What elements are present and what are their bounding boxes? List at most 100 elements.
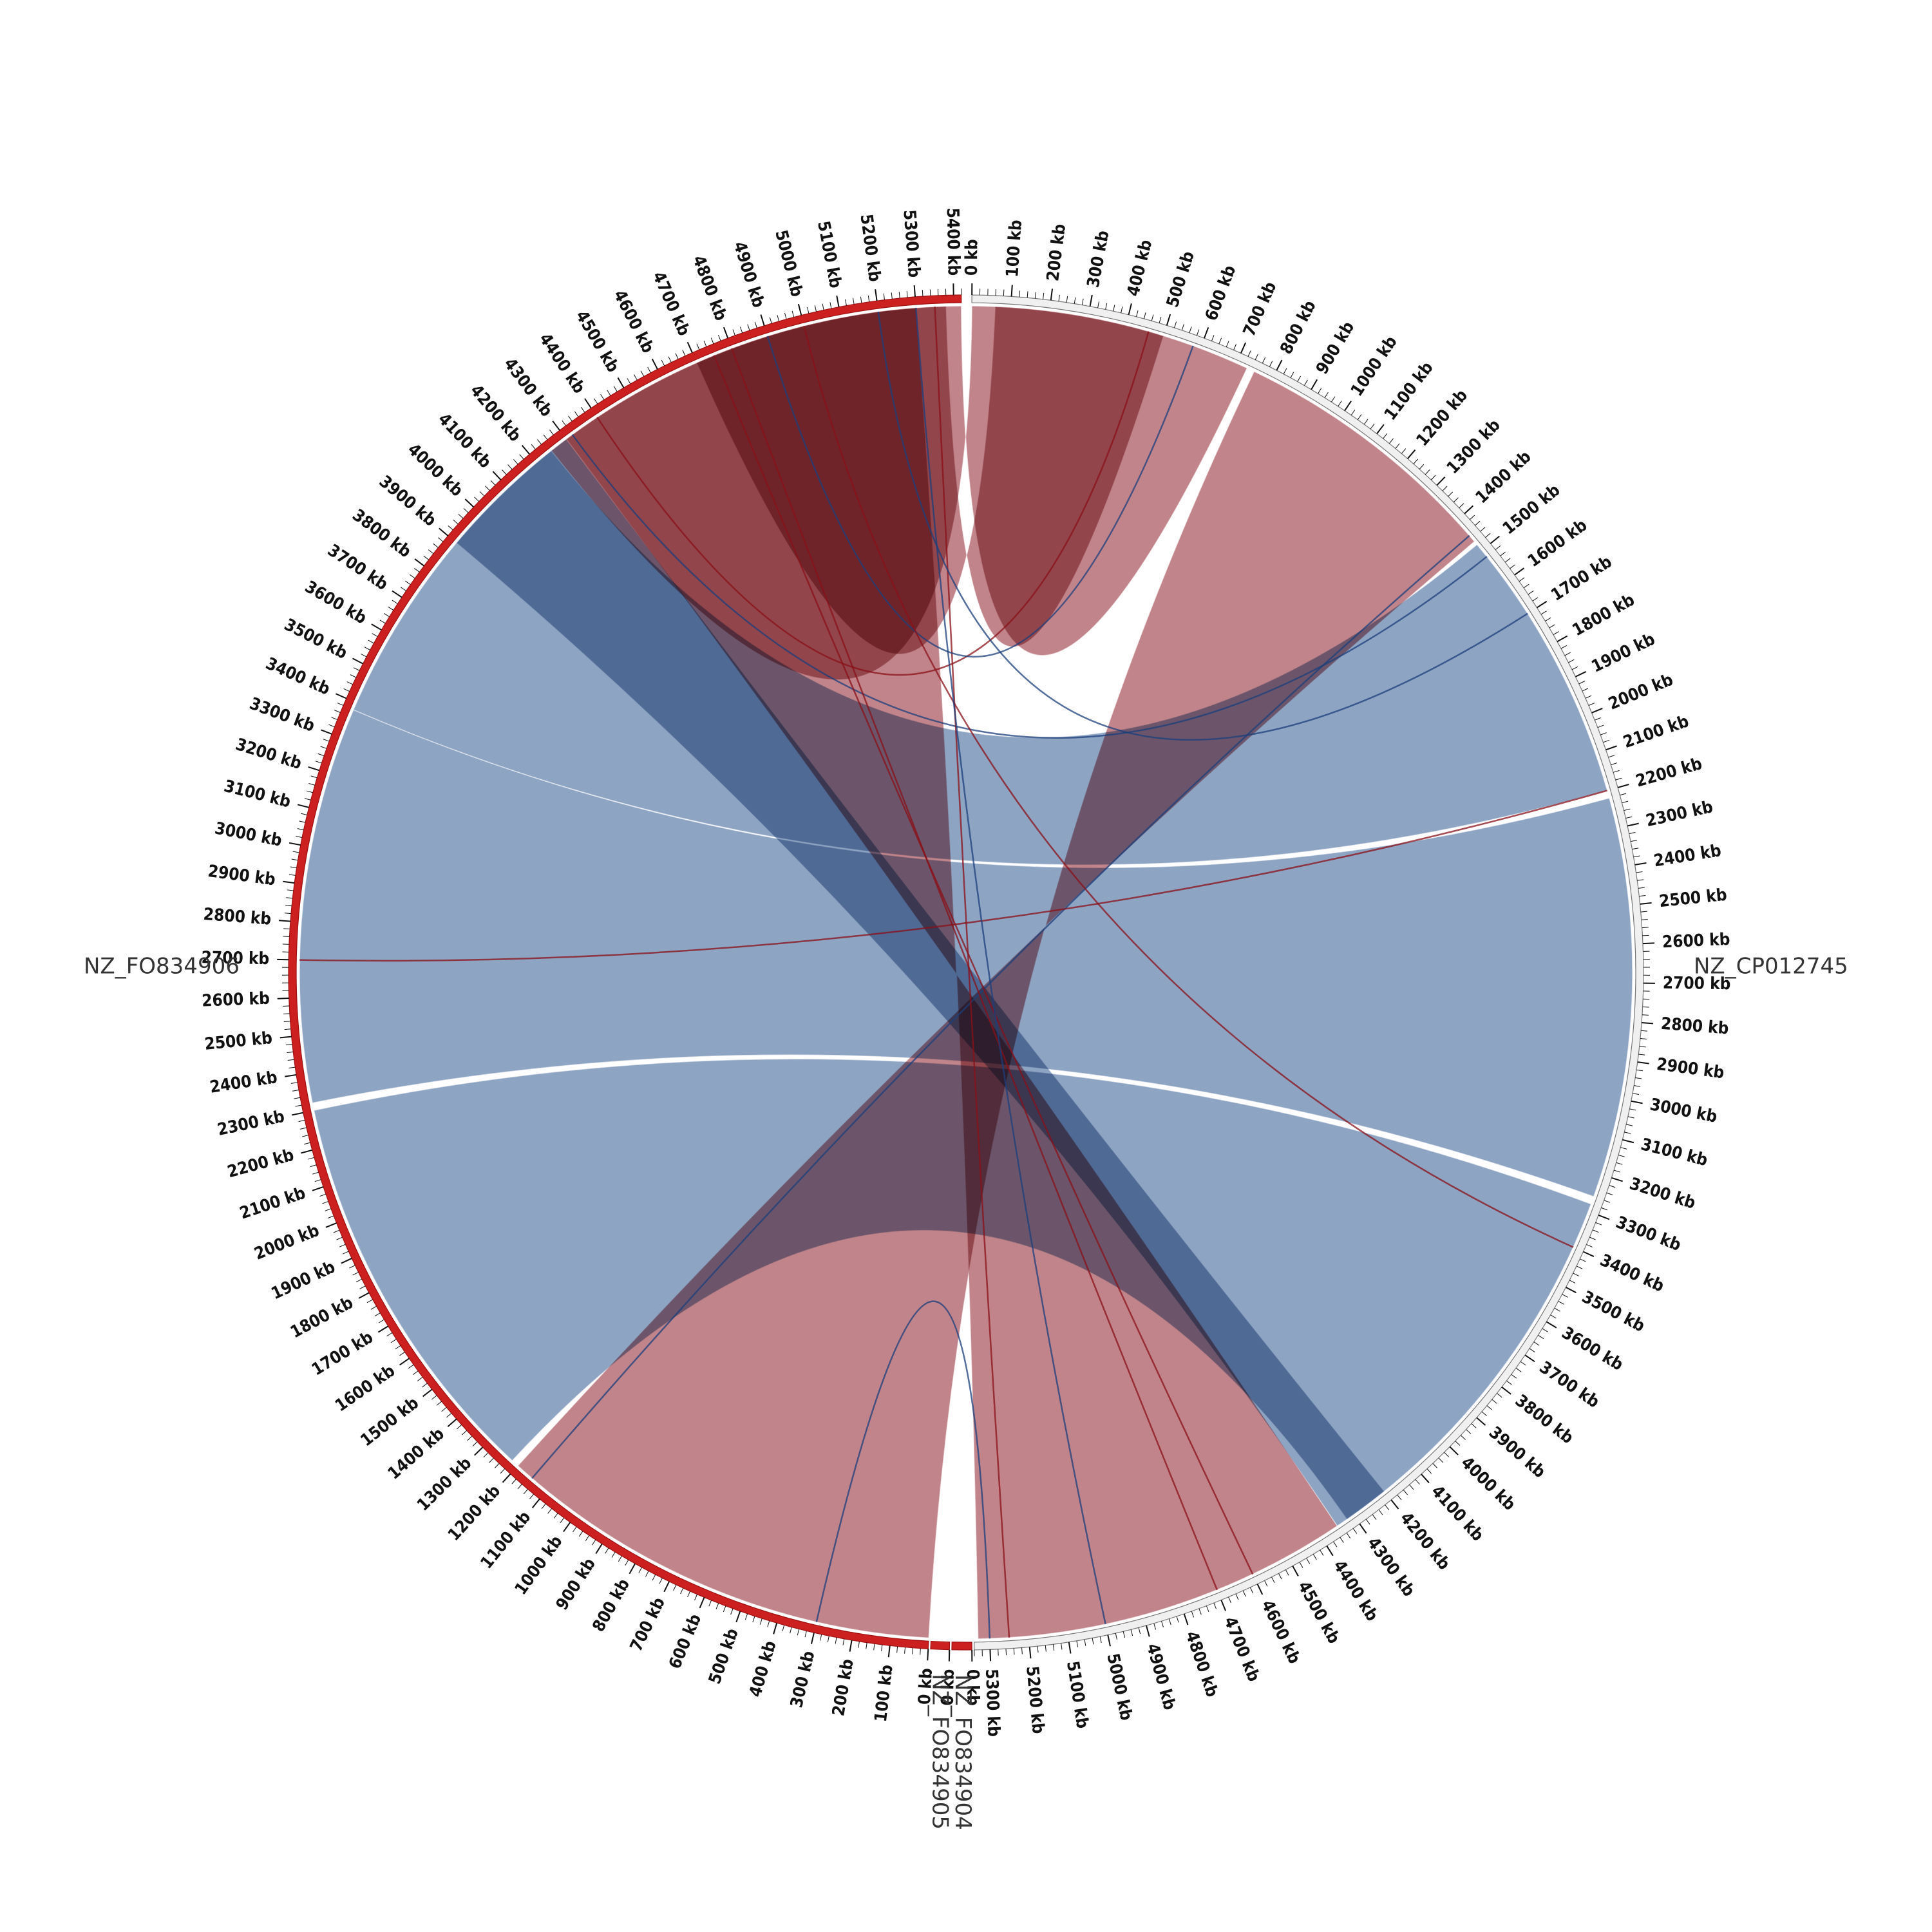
tick-label: 1500 kb [1499,480,1564,538]
minor-tick [1283,368,1287,374]
minor-tick [708,1600,712,1607]
minor-tick [638,1567,643,1573]
major-tick [1622,1139,1634,1144]
minor-tick [1626,1124,1633,1126]
minor-tick [891,292,893,299]
minor-tick [1510,564,1515,569]
minor-tick [1138,1627,1141,1634]
major-tick [414,558,425,567]
minor-tick [553,1513,558,1519]
tick-label: 3900 kb [375,472,440,531]
major-tick [913,285,916,298]
minor-tick [1136,310,1139,317]
minor-tick [852,298,855,305]
minor-tick [1081,298,1084,305]
tick-label: 800 kb [589,1576,634,1636]
major-tick [563,1522,571,1533]
minor-tick [1027,291,1028,298]
minor-tick [1620,1147,1627,1150]
minor-tick [1611,762,1618,766]
minor-tick [1585,695,1592,699]
minor-tick [1506,1380,1512,1385]
major-tick [289,842,301,846]
minor-tick [1480,527,1486,532]
tick-label: 0 kb [938,1669,958,1705]
minor-tick [1297,375,1302,382]
minor-tick [300,813,307,815]
tick-label: 4800 kb [688,253,730,323]
major-tick [1464,505,1474,515]
minor-tick [1285,1569,1289,1576]
minor-tick [1168,1618,1171,1625]
minor-tick [325,1208,332,1211]
minor-tick [562,420,567,426]
minor-tick [511,1479,516,1484]
tick-label: 500 kb [705,1626,743,1687]
tick-label: 1300 kb [413,1454,475,1515]
minor-tick [1613,770,1620,773]
minor-tick [1620,793,1627,796]
minor-tick [379,620,386,624]
minor-tick [283,1021,290,1023]
tick-label: 900 kb [553,1555,600,1613]
tick-label: 1200 kb [444,1481,504,1544]
tick-label: 400 kb [746,1639,781,1700]
major-tick [1611,1177,1623,1182]
minor-tick [578,1531,583,1537]
minor-tick [560,1517,565,1524]
minor-tick [1582,688,1589,692]
minor-tick [1638,887,1645,889]
minor-tick [1290,372,1294,378]
minor-tick [1586,1244,1593,1247]
minor-tick [613,386,618,392]
minor-tick [607,390,611,396]
minor-tick [1639,1046,1646,1048]
minor-tick [1299,1562,1303,1568]
major-tick [308,766,320,772]
tick-label: 4200 kb [1396,1509,1454,1574]
minor-tick [661,359,665,366]
minor-tick [1198,1608,1202,1615]
tick-label: 3100 kb [222,777,293,812]
minor-tick [723,1605,726,1613]
minor-tick [483,1452,489,1458]
minor-tick [395,1345,401,1350]
minor-tick [647,366,651,374]
tick-label: 5100 kb [813,220,845,290]
major-tick [1028,1647,1032,1659]
minor-tick [399,1352,405,1356]
minor-tick [1363,419,1368,425]
minor-tick [322,1201,329,1204]
minor-tick [1442,486,1448,491]
major-tick [1583,1251,1595,1257]
minor-tick [860,296,862,303]
minor-tick [346,681,354,685]
minor-tick [1550,1314,1557,1319]
major-tick [1640,902,1652,905]
minor-tick [1616,1162,1623,1165]
tick-label: 2500 kb [1658,886,1728,911]
tick-label: 4200 kb [466,381,525,446]
minor-tick [1333,1541,1338,1548]
minor-tick [1189,327,1192,333]
minor-tick [747,324,750,331]
minor-tick [1370,423,1375,430]
tick-label: 2200 kb [1634,754,1705,791]
minor-tick [1357,414,1362,420]
minor-tick [423,555,429,560]
tick-label: 4000 kb [1457,1453,1519,1514]
tick-label: 1200 kb [1413,386,1472,450]
major-tick [1598,1214,1610,1220]
minor-tick [1213,1602,1217,1609]
major-tick [312,1186,324,1191]
minor-tick [291,858,298,861]
minor-tick [392,600,398,604]
minor-tick [1403,1490,1408,1495]
synteny-ribbons [299,305,1633,1640]
tick-label: 4800 kb [1182,1629,1222,1700]
minor-tick [368,639,374,644]
minor-tick [1614,1170,1620,1173]
minor-tick [502,469,507,475]
minor-tick [1415,1479,1420,1485]
tick-label: 3400 kb [263,654,333,699]
